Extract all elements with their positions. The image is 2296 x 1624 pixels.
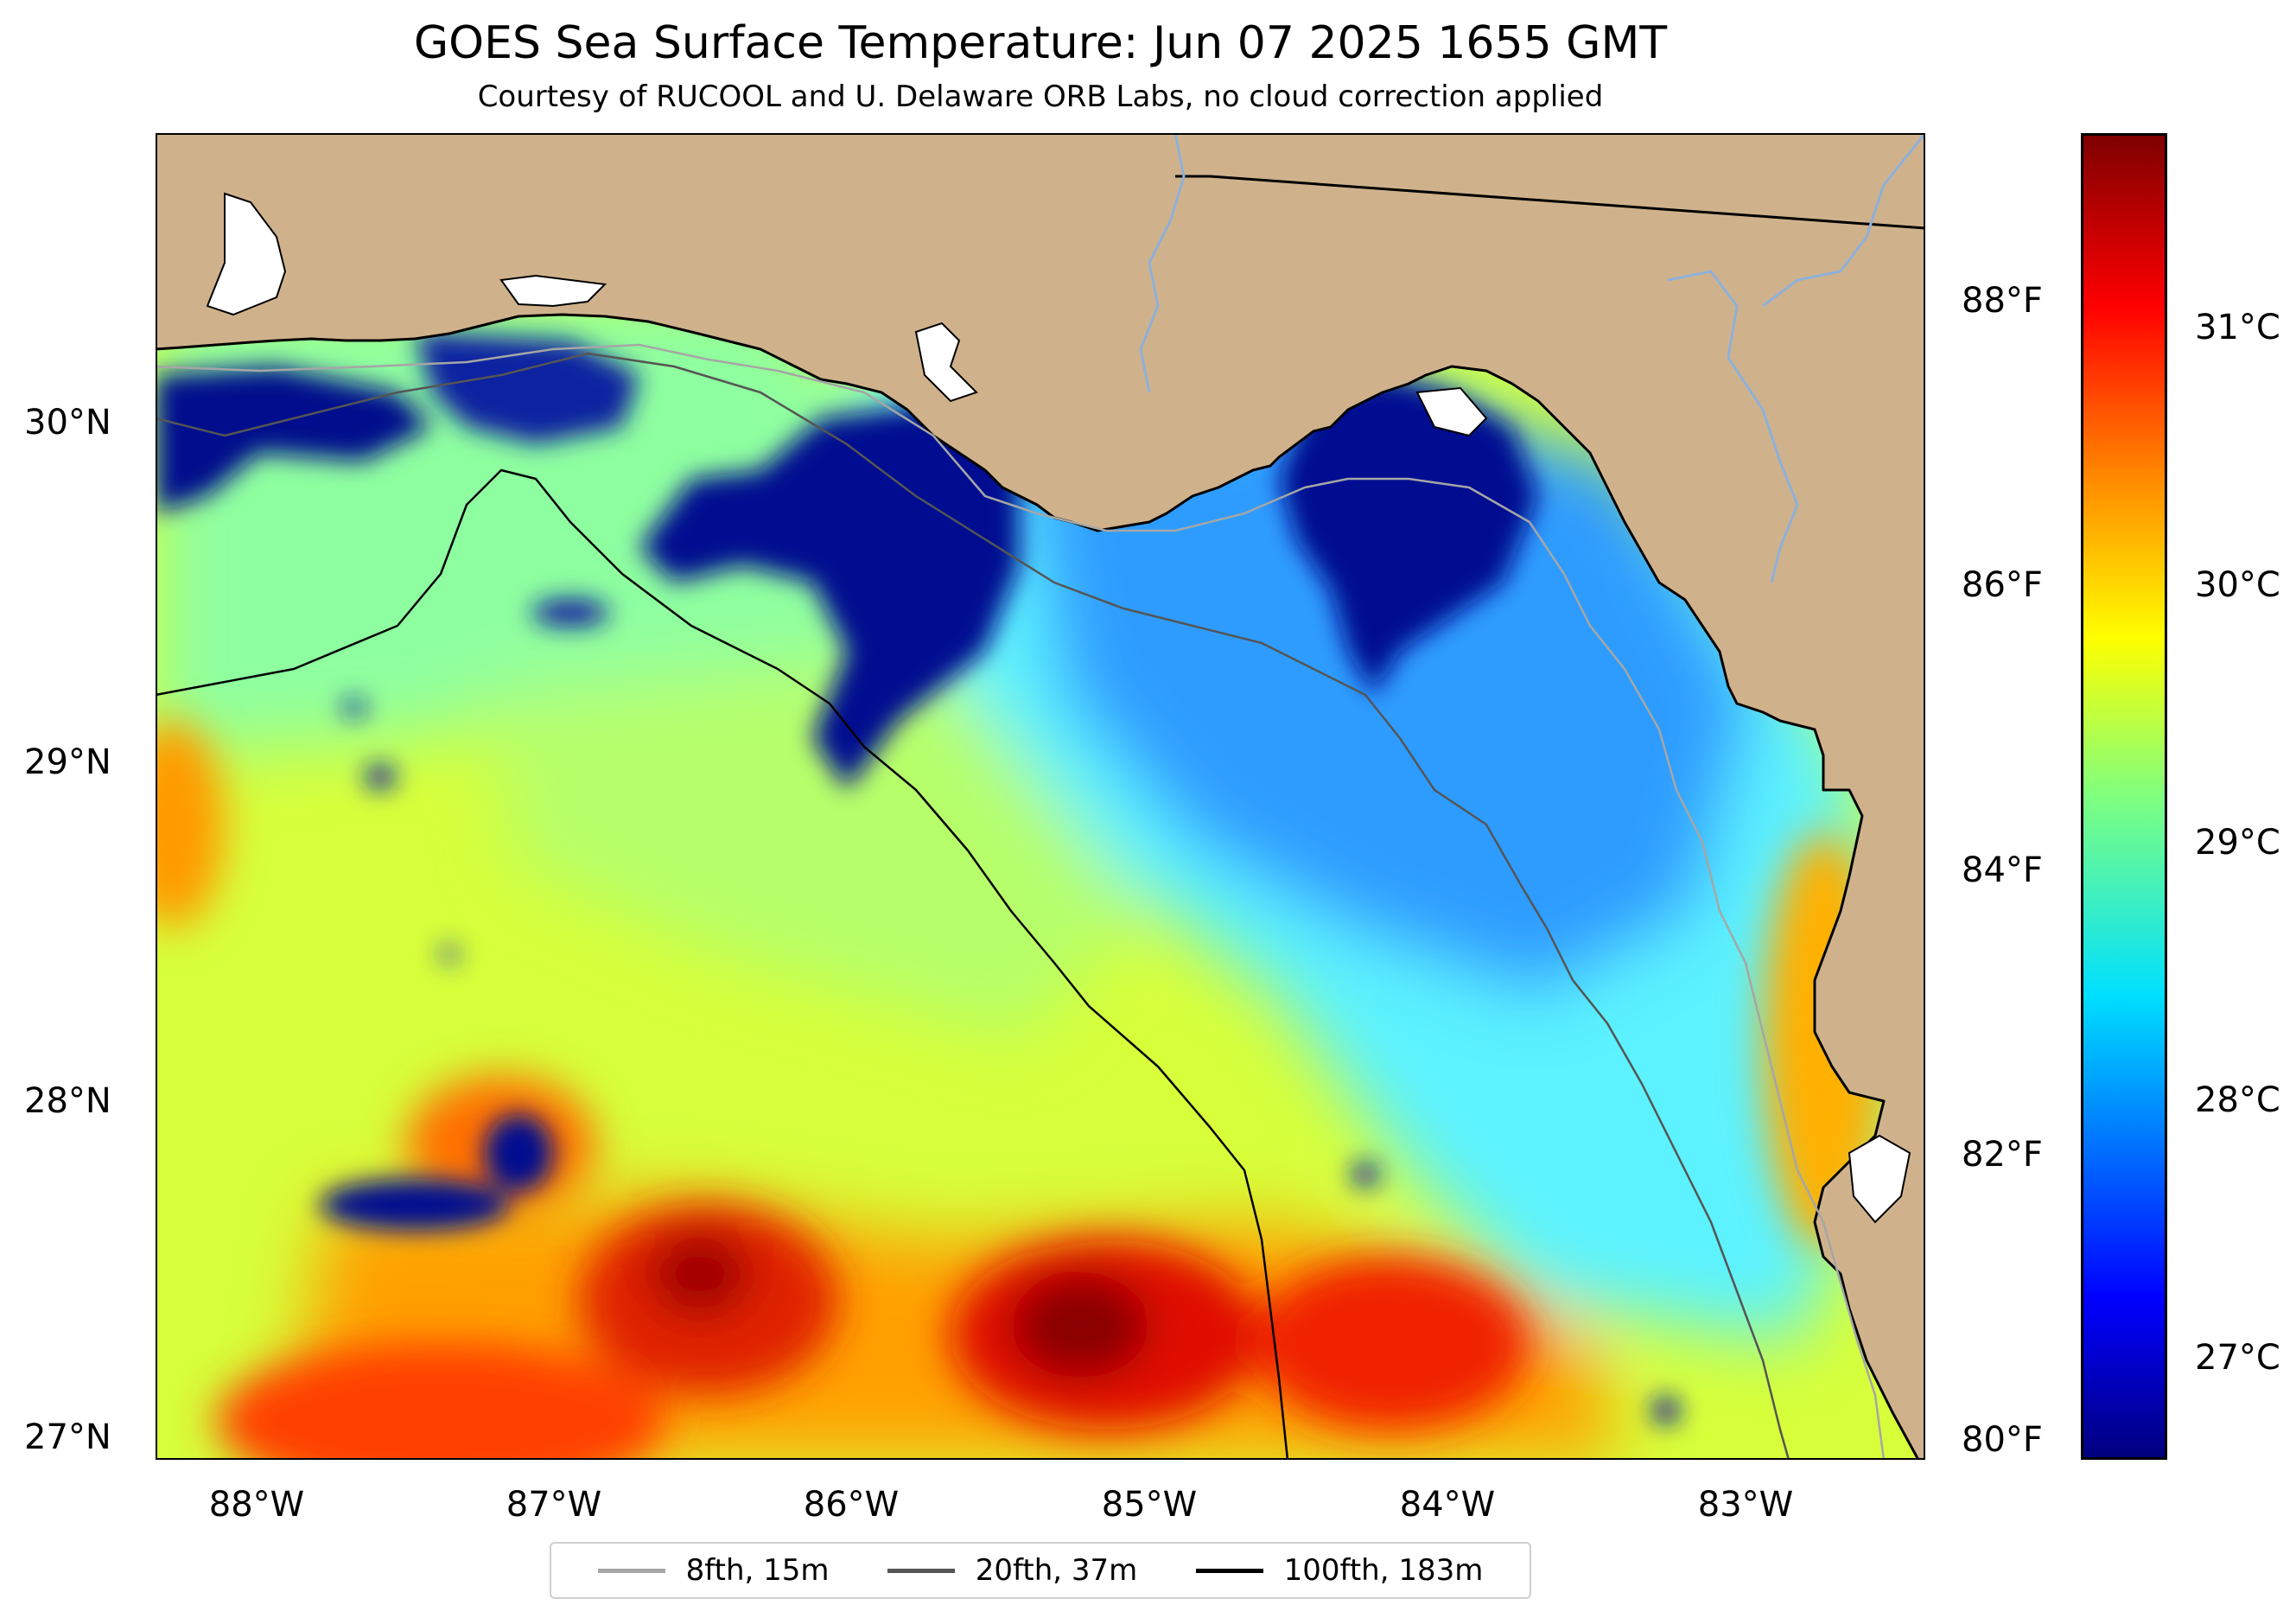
apalachicola-river (1139, 133, 1186, 393)
choctawhatchee-bay (499, 274, 607, 308)
temp-f-label-80: 80°F (1962, 1420, 2043, 1460)
sst-map[interactable] (156, 133, 1925, 1460)
cold-apalachicola-plume (639, 401, 1020, 790)
cold-patches (156, 332, 1680, 1424)
tampa-bay (1848, 1134, 1911, 1224)
blue-shelf-zone (1020, 392, 1754, 997)
lon-label-83w: 83°W (1697, 1485, 1794, 1525)
temp-c-label-30: 30°C (2195, 565, 2280, 605)
cold-patch-8755w (365, 765, 396, 789)
legend-item-20fth: 20fth, 37m (887, 1553, 1138, 1588)
legend-swatch-20fth (887, 1568, 955, 1573)
lat-label-29n: 29°N (24, 742, 111, 782)
legend-swatch-8fth (597, 1568, 665, 1573)
lat-label-28n: 28°N (24, 1081, 111, 1121)
cold-patch-8745w (342, 699, 366, 716)
st-andrews-bay (914, 322, 978, 403)
lon-label-88w: 88°W (208, 1485, 305, 1525)
cold-patch-835w (1352, 1162, 1379, 1187)
temp-c-label-28: 28°C (2195, 1080, 2280, 1120)
isobath-100fth (156, 468, 1289, 1460)
green-central-zone (484, 652, 1149, 1041)
cold-apalachee-bay (1279, 375, 1538, 695)
temp-c-label-27: 27°C (2195, 1338, 2280, 1378)
legend-label-20fth: 20fth, 37m (975, 1553, 1138, 1588)
legend-label-8fth: 8fth, 15m (685, 1553, 830, 1588)
temp-f-label-88: 88°F (1962, 281, 2043, 321)
isobaths (156, 343, 1886, 1460)
lat-label-27n: 27°N (24, 1417, 111, 1457)
page-subtitle: Courtesy of RUCOOL and U. Delaware ORB L… (477, 80, 1604, 114)
page-title: GOES Sea Surface Temperature: Jun 07 202… (413, 17, 1668, 69)
cold-mobile-shelf (415, 332, 639, 444)
temp-c-label-29: 29°C (2195, 823, 2280, 863)
colorbar (2081, 133, 2167, 1460)
pensacola-bay (206, 192, 287, 316)
rivers (1139, 133, 1925, 583)
cold-patch-87w (531, 599, 609, 627)
hot-core-843w (1253, 1257, 1530, 1430)
hot-core-8525w (1011, 1274, 1149, 1378)
warm-sw-corner (216, 1343, 665, 1460)
isobath-20fth (156, 352, 1790, 1460)
isobath-legend: 8fth, 15m 20fth, 37m 100fth, 183m (550, 1542, 1531, 1599)
cold-patch-865w (441, 946, 458, 963)
warm-west-edge (156, 721, 225, 928)
legend-label-100fth: 100fth, 183m (1283, 1553, 1484, 1588)
lon-label-85w: 85°W (1101, 1485, 1198, 1525)
state-boundary-line (1175, 175, 1925, 230)
legend-item-100fth: 100fth, 183m (1195, 1553, 1484, 1588)
temp-c-label-31: 31°C (2195, 308, 2280, 347)
suwannee-river (1667, 270, 1799, 583)
land-north (156, 133, 1925, 1460)
isobath-8fth (156, 343, 1886, 1460)
cold-eddy-8739w (484, 1114, 553, 1192)
lon-label-87w: 87°W (506, 1485, 602, 1525)
temp-f-label-86: 86°F (1962, 565, 2043, 605)
lat-label-30n: 30°N (24, 403, 111, 443)
legend-swatch-100fth (1195, 1568, 1263, 1573)
cold-pensacola-bay (156, 366, 432, 513)
ochlockonee-bay (1415, 386, 1488, 437)
cold-eddy-874w (320, 1179, 510, 1231)
lon-label-84w: 84°W (1399, 1485, 1496, 1525)
lon-label-86w: 86°W (803, 1485, 900, 1525)
temp-f-label-82: 82°F (1962, 1135, 2043, 1175)
st-marys-river (1762, 133, 1925, 308)
temp-f-label-84: 84°F (1962, 850, 2043, 890)
hot-core-8645w (648, 1231, 752, 1317)
legend-item-8fth: 8fth, 15m (597, 1553, 830, 1588)
cold-patch-8335w (1652, 1397, 1680, 1424)
hot-cores (156, 721, 1884, 1460)
